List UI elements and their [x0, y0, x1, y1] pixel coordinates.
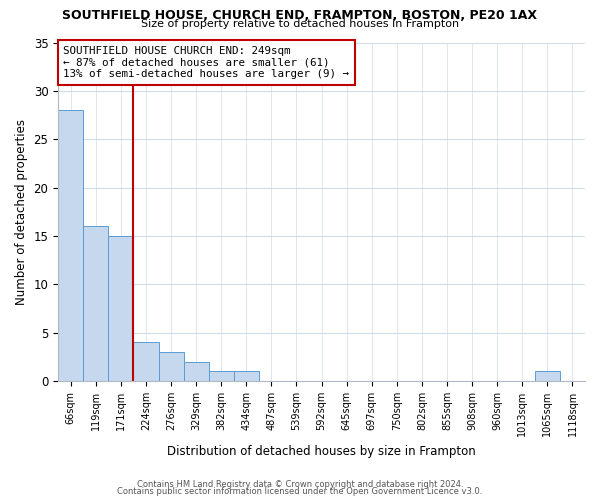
- Text: Size of property relative to detached houses in Frampton: Size of property relative to detached ho…: [141, 19, 459, 29]
- Text: SOUTHFIELD HOUSE, CHURCH END, FRAMPTON, BOSTON, PE20 1AX: SOUTHFIELD HOUSE, CHURCH END, FRAMPTON, …: [62, 9, 538, 22]
- Bar: [158, 352, 184, 381]
- Bar: [109, 236, 133, 381]
- Bar: [58, 110, 83, 381]
- Bar: [535, 372, 560, 381]
- Bar: [133, 342, 158, 381]
- Text: Contains public sector information licensed under the Open Government Licence v3: Contains public sector information licen…: [118, 487, 482, 496]
- Bar: [83, 226, 109, 381]
- Y-axis label: Number of detached properties: Number of detached properties: [15, 119, 28, 305]
- Bar: [209, 372, 234, 381]
- X-axis label: Distribution of detached houses by size in Frampton: Distribution of detached houses by size …: [167, 444, 476, 458]
- Bar: [184, 362, 209, 381]
- Text: Contains HM Land Registry data © Crown copyright and database right 2024.: Contains HM Land Registry data © Crown c…: [137, 480, 463, 489]
- Text: SOUTHFIELD HOUSE CHURCH END: 249sqm
← 87% of detached houses are smaller (61)
13: SOUTHFIELD HOUSE CHURCH END: 249sqm ← 87…: [64, 46, 349, 79]
- Bar: [234, 372, 259, 381]
